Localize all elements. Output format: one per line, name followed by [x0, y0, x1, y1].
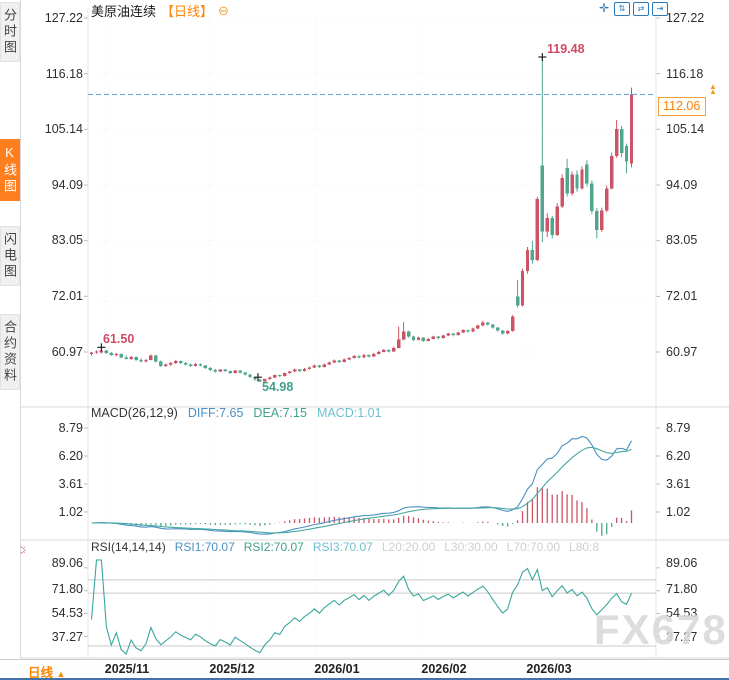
- indicator-settings-icon[interactable]: ☼: [16, 541, 28, 556]
- y-tick-label: 127.22: [44, 11, 83, 25]
- candles-layer: [89, 57, 634, 383]
- rsi2-value: RSI2:70.07: [243, 540, 304, 554]
- macd-diff-value: DIFF:7.65: [187, 406, 244, 420]
- period-arrow-icon: ▲: [56, 669, 66, 679]
- jump-latest-icon[interactable]: ⇥: [652, 2, 668, 16]
- x-axis-label: 2026/01: [314, 662, 360, 676]
- y-tick-label: 60.97: [666, 345, 698, 359]
- rsi-tick-label: 54.53: [51, 606, 83, 620]
- y-tick-label: 72.01: [51, 289, 83, 303]
- y-tick-label: 116.18: [666, 67, 704, 81]
- rsi-l30-value: L30:30.00: [444, 540, 498, 554]
- x-axis-label: 2026/02: [421, 662, 467, 676]
- bottom-accent-strip: [0, 678, 729, 680]
- macd-hist-value: MACD:1.01: [316, 406, 382, 420]
- indicator-layer: [90, 435, 633, 655]
- chart-title: 美原油连续 【日线】 ⊖: [91, 1, 229, 20]
- sidebar-item-contract-info[interactable]: 合约资料: [0, 314, 20, 390]
- macd-tick-label: 6.20: [666, 449, 691, 463]
- annotation-first-high: 61.50: [103, 332, 135, 346]
- macd-name[interactable]: MACD(26,12,9): [91, 406, 178, 420]
- sidebar: 分时图 K线图 闪电图 合约资料: [0, 0, 21, 659]
- chart-toolbar: ✛ ⇅ ⇄ ⇥: [597, 2, 668, 16]
- annotation-spike-high: 119.48: [547, 42, 585, 56]
- rsi-tick-label: 37.27: [666, 630, 698, 644]
- y-tick-label: 83.05: [51, 233, 83, 247]
- rsi-tick-label: 71.80: [51, 582, 83, 596]
- rsi-l20-value: L20:20.00: [381, 540, 436, 554]
- rsi3-value: RSI3:70.07: [312, 540, 373, 554]
- rsi-tick-label: 89.06: [666, 556, 698, 570]
- y-tick-label: 83.05: [666, 233, 698, 247]
- macd-dea-value: DEA:7.15: [253, 406, 307, 420]
- current-price-badge: 112.06: [658, 97, 707, 116]
- y-tick-label: 94.09: [51, 178, 83, 192]
- macd-tick-label: 1.02: [58, 505, 83, 519]
- sidebar-item-time-chart[interactable]: 分时图: [0, 2, 20, 62]
- x-axis-label: 2025/11: [104, 662, 150, 676]
- rsi1-value: RSI1:70.07: [174, 540, 235, 554]
- x-axis-scale-icon[interactable]: ⇄: [633, 2, 649, 16]
- y-axis-scale-icon[interactable]: ⇅: [614, 2, 630, 16]
- x-axis-label: 2025/12: [209, 662, 255, 676]
- rsi-tick-label: 37.27: [51, 630, 83, 644]
- symbol-name: 美原油连续: [91, 4, 157, 19]
- sidebar-item-flash-chart[interactable]: 闪电图: [0, 226, 20, 286]
- rsi-tick-label: 54.53: [666, 606, 698, 620]
- y-tick-label: 127.22: [666, 11, 705, 25]
- x-axis-label: 2026/03: [526, 662, 572, 676]
- y-tick-label: 116.18: [45, 67, 83, 81]
- rsi-tick-label: 89.06: [51, 556, 83, 570]
- crosshair-icon[interactable]: ✛: [598, 1, 610, 15]
- macd-tick-label: 8.79: [666, 421, 691, 435]
- rsi-name[interactable]: RSI(14,14,14): [91, 540, 166, 554]
- y-tick-label: 94.09: [666, 178, 698, 192]
- y-tick-label: 72.01: [666, 289, 698, 303]
- y-tick-label: 60.97: [51, 345, 83, 359]
- macd-tick-label: 6.20: [58, 449, 83, 463]
- price-up-arrows-icon: ▲ ▲: [709, 82, 717, 96]
- bottom-bar: 日线 ▲ 2025/11 2025/12 2026/01 2026/02 202…: [0, 659, 729, 680]
- rsi-l70-value: L70:70.00: [506, 540, 561, 554]
- rsi-header: RSI(14,14,14) RSI1:70.07 RSI2:70.07 RSI3…: [91, 540, 599, 554]
- sidebar-item-kline-chart[interactable]: K线图: [0, 139, 20, 201]
- macd-tick-label: 3.61: [58, 477, 83, 491]
- macd-tick-label: 1.02: [666, 505, 691, 519]
- overlay-layer: [88, 53, 656, 382]
- period-tag[interactable]: 【日线】: [161, 4, 214, 19]
- y-tick-label: 105.14: [666, 122, 705, 136]
- macd-header: MACD(26,12,9) DIFF:7.65 DEA:7.15 MACD:1.…: [91, 406, 382, 420]
- gridlines: [20, 8, 729, 659]
- reference-lines: [88, 579, 656, 647]
- watermark: FX678: [594, 606, 728, 653]
- period-selector[interactable]: 日线 ▲: [28, 666, 66, 680]
- macd-tick-label: 3.61: [666, 477, 691, 491]
- rsi-tick-label: 71.80: [666, 582, 698, 596]
- rsi-l80-value: L80:8: [569, 540, 600, 554]
- collapse-icon[interactable]: ⊖: [218, 2, 229, 18]
- y-tick-label: 105.14: [44, 122, 83, 136]
- annotation-low: 54.98: [262, 380, 294, 394]
- macd-tick-label: 8.79: [58, 421, 83, 435]
